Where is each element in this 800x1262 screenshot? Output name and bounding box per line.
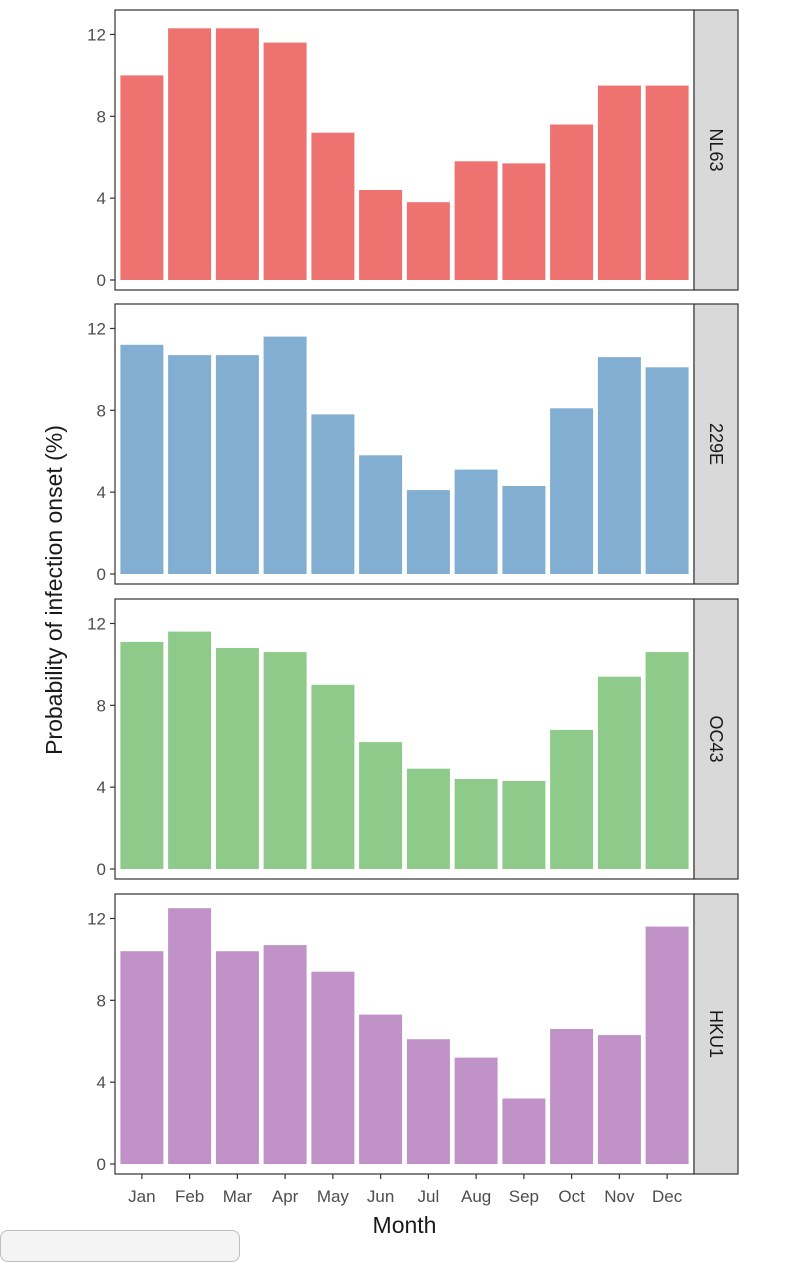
bar-HKU1-Feb (168, 908, 212, 1164)
bar-HKU1-Mar (215, 951, 259, 1164)
bar-229E-Jun (359, 455, 403, 574)
y-tick-label: 12 (87, 319, 106, 338)
bar-OC43-Mar (215, 648, 259, 869)
facet-label-NL63: NL63 (706, 128, 726, 171)
bar-OC43-Feb (168, 631, 212, 869)
x-tick-label: Jun (367, 1187, 394, 1206)
panel-frame (114, 598, 695, 880)
x-tick-label: Nov (604, 1187, 635, 1206)
bar-OC43-Jul (406, 768, 450, 869)
bar-HKU1-Nov (597, 1035, 641, 1164)
bar-OC43-Aug (454, 779, 498, 869)
y-tick-label: 4 (97, 189, 106, 208)
y-tick-label: 8 (97, 991, 106, 1010)
bar-NL63-Dec (645, 85, 689, 280)
bar-229E-Feb (168, 355, 212, 574)
x-tick-label: Oct (558, 1187, 585, 1206)
x-axis-title: Month (373, 1212, 437, 1238)
bar-NL63-Nov (597, 85, 641, 280)
bar-HKU1-Jan (120, 951, 164, 1164)
bar-OC43-Apr (263, 652, 307, 869)
bar-NL63-May (311, 132, 355, 280)
y-tick-label: 4 (97, 483, 106, 502)
bar-OC43-Oct (550, 729, 594, 869)
x-tick-label: Sep (509, 1187, 539, 1206)
bar-229E-Dec (645, 367, 689, 574)
x-tick-label: Dec (652, 1187, 683, 1206)
x-tick-label: May (317, 1187, 350, 1206)
facet-label-OC43: OC43 (706, 715, 726, 762)
x-tick-label: Mar (223, 1187, 253, 1206)
y-tick-label: 8 (97, 696, 106, 715)
y-tick-label: 0 (97, 271, 106, 290)
bar-HKU1-Aug (454, 1057, 498, 1164)
bar-HKU1-Sep (502, 1098, 546, 1164)
bar-NL63-Aug (454, 161, 498, 280)
x-tick-label: Apr (272, 1187, 299, 1206)
bar-NL63-Oct (550, 124, 594, 280)
bar-HKU1-Jul (406, 1039, 450, 1164)
bar-NL63-Feb (168, 28, 212, 280)
bar-HKU1-Oct (550, 1029, 594, 1164)
y-tick-label: 8 (97, 107, 106, 126)
y-tick-label: 8 (97, 401, 106, 420)
bar-OC43-Jun (359, 742, 403, 869)
y-tick-label: 12 (87, 25, 106, 44)
y-tick-label: 4 (97, 1073, 106, 1092)
bar-OC43-Sep (502, 781, 546, 869)
facet-strip (693, 893, 739, 1175)
y-tick-label: 0 (97, 1155, 106, 1174)
facet-strip (693, 598, 739, 880)
bar-OC43-Dec (645, 652, 689, 869)
x-tick-label: Jan (128, 1187, 155, 1206)
panel-frame (114, 893, 695, 1175)
facet-label-229E: 229E (706, 423, 726, 465)
bar-HKU1-May (311, 971, 355, 1164)
bar-HKU1-Jun (359, 1014, 403, 1164)
bar-OC43-Jan (120, 641, 164, 869)
y-tick-label: 0 (97, 860, 106, 879)
bar-229E-May (311, 414, 355, 574)
bar-HKU1-Dec (645, 926, 689, 1164)
y-tick-label: 4 (97, 778, 106, 797)
bar-OC43-May (311, 684, 355, 869)
facet-label-HKU1: HKU1 (706, 1010, 726, 1058)
y-axis-title: Probability of infection onset (%) (41, 425, 67, 755)
bar-229E-Sep (502, 486, 546, 574)
window-tab-edge (0, 1230, 240, 1262)
bar-229E-Nov (597, 357, 641, 574)
y-tick-label: 12 (87, 614, 106, 633)
bar-NL63-Jul (406, 202, 450, 280)
bar-NL63-Sep (502, 163, 546, 280)
y-tick-label: 0 (97, 565, 106, 584)
bar-NL63-Apr (263, 42, 307, 280)
bar-229E-Jul (406, 490, 450, 574)
bar-OC43-Nov (597, 676, 641, 869)
x-tick-label: Aug (461, 1187, 491, 1206)
x-tick-label: Jul (418, 1187, 440, 1206)
bar-NL63-Jun (359, 190, 403, 280)
facet-strip (693, 9, 739, 291)
x-tick-label: Feb (175, 1187, 204, 1206)
bar-229E-Apr (263, 336, 307, 574)
bar-HKU1-Apr (263, 945, 307, 1164)
y-tick-label: 12 (87, 909, 106, 928)
bar-229E-Jan (120, 344, 164, 574)
panel-frame (114, 9, 695, 291)
bar-229E-Aug (454, 469, 498, 574)
panel-frame (114, 303, 695, 585)
bar-229E-Mar (215, 355, 259, 574)
facet-strip (693, 303, 739, 585)
bar-NL63-Jan (120, 75, 164, 281)
bar-229E-Oct (550, 408, 594, 574)
bar-NL63-Mar (215, 28, 259, 280)
